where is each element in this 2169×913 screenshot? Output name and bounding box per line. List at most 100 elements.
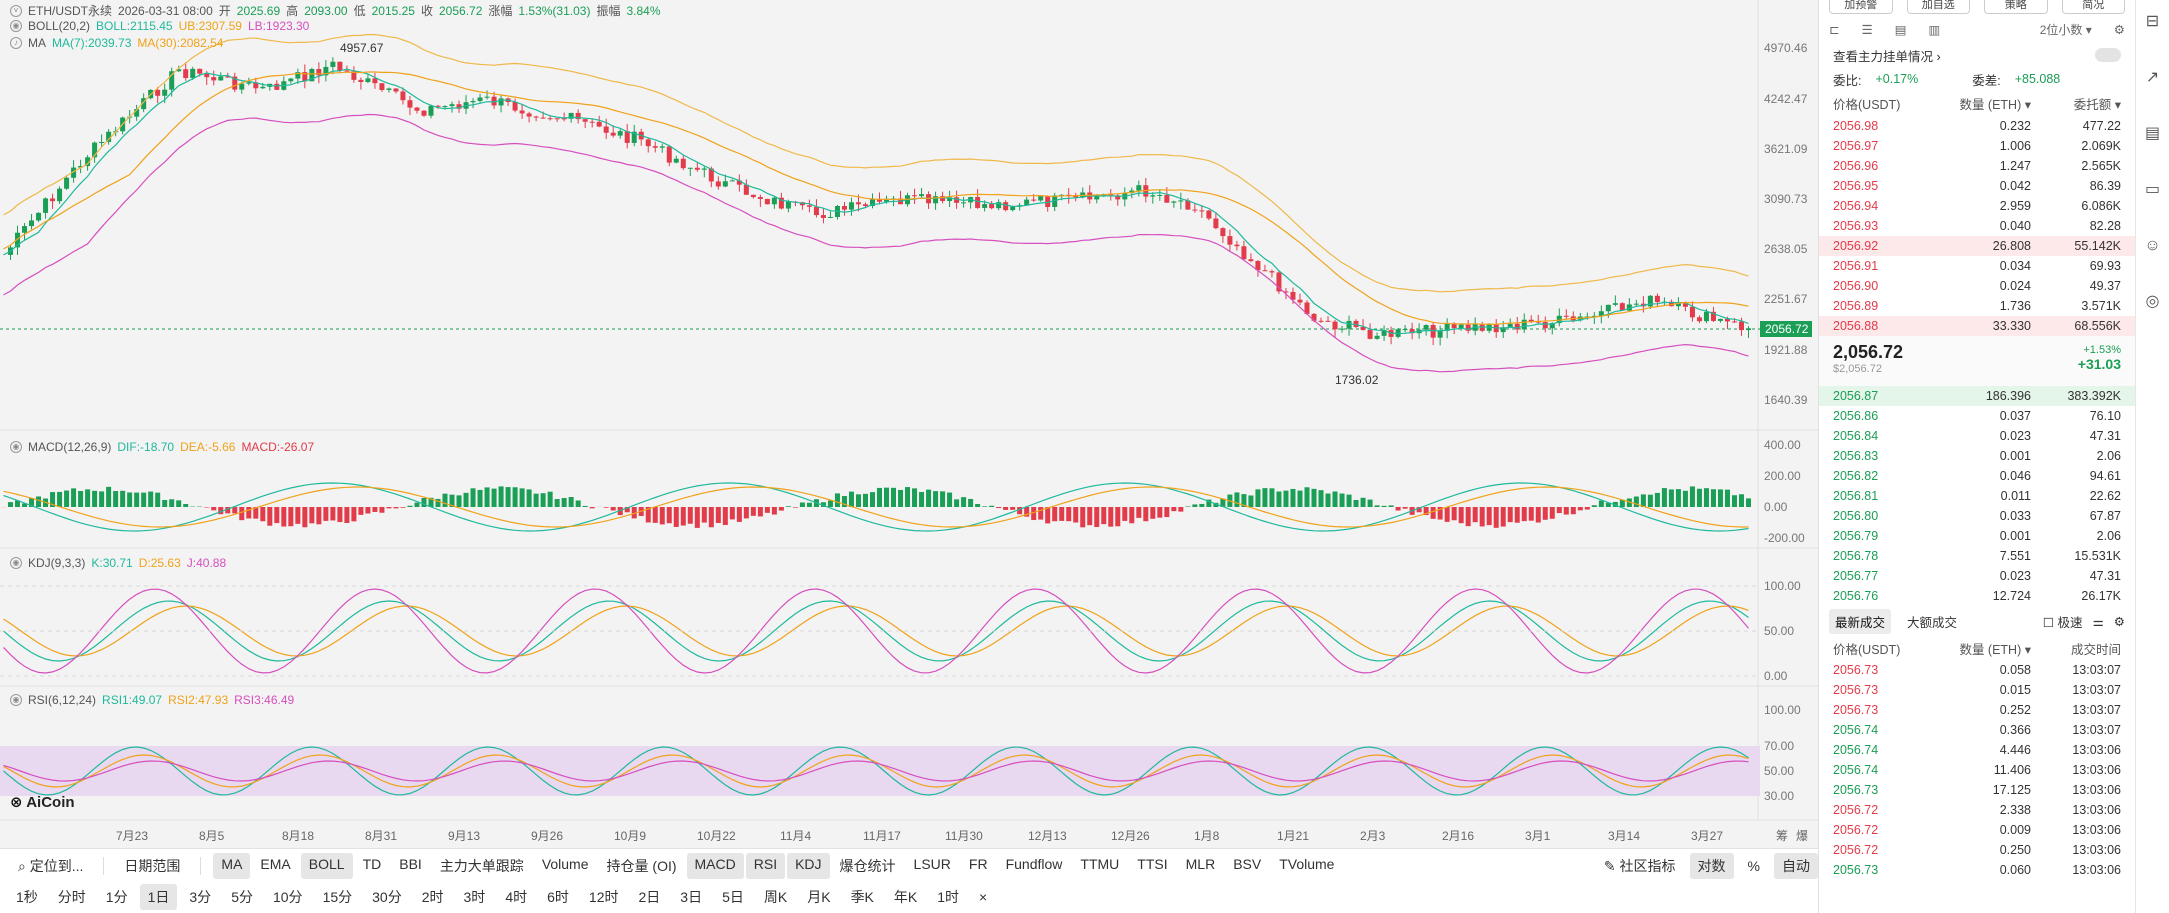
orderbook-row[interactable]: 2056.94 2.959 6.086K [1833,199,2121,213]
indicator-button[interactable]: BBI [399,855,422,872]
indicator-button[interactable]: BSV [1233,855,1262,872]
interval-button[interactable]: 1日 [139,884,178,910]
indicator-button[interactable]: TD [362,855,382,872]
ma-legend[interactable]: ♪ MA MA(7):2039.73 MA(30):2082.54 [10,36,223,50]
interval-button[interactable]: 2日 [638,889,661,905]
indicator-button[interactable]: Fundflow [1005,855,1063,872]
orderbook-row[interactable]: 2056.87 186.396 383.392K [1819,386,2135,406]
interval-button[interactable]: 30分 [372,889,402,905]
community-indicator-button[interactable]: ✎ 社区指标 [1603,857,1676,874]
interval-button[interactable]: 1分 [105,889,128,905]
interval-button[interactable]: 15分 [322,889,353,905]
indicator-button[interactable]: BOLL [300,852,353,879]
orderbook-row[interactable]: 2056.95 0.042 86.39 [1833,179,2121,193]
close-icon[interactable]: × [979,889,988,905]
orderbook-row[interactable]: 2056.96 1.247 2.565K [1833,159,2121,173]
card-icon[interactable]: ▭ [2144,181,2161,198]
window-icon[interactable]: ⊟ [2145,13,2160,30]
orderbook-row[interactable]: 2056.78 7.551 15.531K [1833,549,2121,563]
bot-icon[interactable]: ☺ [2144,237,2161,254]
orderbook-row[interactable]: 2056.91 0.034 69.93 [1833,259,2121,273]
top-button[interactable]: 策略 [1984,0,2048,14]
interval-button[interactable]: 月K [807,889,831,905]
interval-button[interactable]: 3日 [680,889,703,905]
interval-button[interactable]: 5分 [231,889,253,905]
interval-button[interactable]: 周K [763,889,788,905]
indicator-button[interactable]: 爆仓统计 [839,857,896,874]
eye-icon[interactable]: ◉ [10,20,22,32]
chart-area[interactable]: 4970.46 4242.47 3621.09 3090.73 2638.05 2251.… [0,0,1818,913]
qty-select[interactable]: 数量 (ETH) ▾ [1959,97,2031,112]
amount-select[interactable]: 委托额 ▾ [2073,97,2121,112]
main-order-toggle[interactable] [2095,48,2121,62]
interval-button[interactable]: 1时 [937,889,960,905]
orderbook-row[interactable]: 2056.88 33.330 68.556K [1819,316,2135,336]
orderbook-row[interactable]: 2056.93 0.040 82.28 [1833,219,2121,233]
signal-icon[interactable]: ◎ [2145,293,2160,310]
eye-icon[interactable]: ◉ [10,441,22,453]
bids-icon[interactable]: ▤ [1894,22,1907,37]
layout-icon[interactable]: ⊏ [1829,22,1840,37]
indicator-button[interactable]: MA [213,852,251,879]
fast-checkbox[interactable]: ☐ 极速 [2042,615,2083,630]
indicator-button[interactable]: RSI [745,852,786,879]
trend-icon[interactable]: ↗ [2145,69,2160,86]
decimals-select[interactable]: 2位小数 ▾ [2039,22,2092,37]
tab-large-trades[interactable]: 大额成交 [1907,615,1958,630]
indicator-button[interactable]: KDJ [787,852,830,879]
indicator-button[interactable]: Volume [541,855,589,872]
orderbook-row[interactable]: 2056.81 0.011 22.62 [1833,489,2121,503]
interval-button[interactable]: 3时 [463,889,486,905]
orderbook-row[interactable]: 2056.97 1.006 2.069K [1833,139,2121,153]
bell-icon[interactable]: ♪ [10,37,22,49]
indicator-button[interactable]: TVolume [1279,855,1335,872]
orderbook-row[interactable]: 2056.83 0.001 2.06 [1833,449,2121,463]
interval-button[interactable]: 5日 [722,889,744,905]
indicator-button[interactable]: LSUR [913,855,951,872]
log-scale-toggle[interactable]: 对数 [1689,852,1734,879]
orderbook-row[interactable]: 2056.84 0.023 47.31 [1833,429,2121,443]
eye-icon[interactable]: ◉ [10,557,22,569]
indicator-button[interactable]: MACD [686,852,744,879]
kline-chart[interactable]: 4970.46 4242.47 3621.09 3090.73 2638.05 2251.… [0,0,1818,848]
interval-button[interactable]: 分时 [57,889,86,905]
settings-icon[interactable]: ⚙ [2113,22,2125,37]
orderbook-row[interactable]: 2056.86 0.037 76.10 [1833,409,2121,423]
main-order-link[interactable]: 查看主力挂单情况 › [1833,49,1941,64]
kdj-legend[interactable]: ◉ KDJ(9,3,3) K:30.71 D:25.63 J:40.88 [10,556,226,570]
interval-button[interactable]: 6时 [547,889,569,905]
list-icon[interactable]: ☰ [1861,22,1873,37]
collapse-icon[interactable]: ˅ [10,4,22,17]
rsi-legend[interactable]: ◉ RSI(6,12,24) RSI1:49.07 RSI2:47.93 RSI… [10,693,294,707]
indicator-button[interactable]: TTMU [1080,855,1120,872]
indicator-button[interactable]: MLR [1185,855,1216,872]
orderbook-row[interactable]: 2056.82 0.046 94.61 [1833,469,2121,483]
settings-icon[interactable]: ⚙ [2113,614,2125,629]
orderbook-row[interactable]: 2056.79 0.001 2.06 [1833,529,2121,543]
auto-scale-toggle[interactable]: 自动 [1774,852,1818,879]
orderbook-row[interactable]: 2056.89 1.736 3.571K [1833,299,2121,313]
top-button[interactable]: 加预警 [1829,0,1893,14]
interval-button[interactable]: 年K [893,889,918,905]
indicator-button[interactable]: TTSI [1137,855,1168,872]
orderbook-row[interactable]: 2056.90 0.024 49.37 [1833,279,2121,293]
asks-icon[interactable]: ▥ [1928,22,1941,37]
interval-button[interactable]: 10分 [272,889,303,905]
percent-toggle[interactable]: % [1747,857,1760,874]
indicator-button[interactable]: 持仓量 (OI) [606,857,677,874]
locate-button[interactable]: ⌕ 定位到... [18,857,84,874]
orderbook-icon[interactable]: ▤ [2144,125,2161,142]
boll-legend[interactable]: ◉ BOLL(20,2) BOLL:2115.45 UB:2307.59 LB:… [10,19,309,33]
interval-button[interactable]: 2时 [421,889,444,905]
indicator-button[interactable]: FR [968,855,988,872]
interval-button[interactable]: 4时 [505,889,528,905]
chip-button[interactable]: 筹 [1776,829,1788,843]
orderbook-row[interactable]: 2056.92 26.808 55.142K [1819,236,2135,256]
filter-icon[interactable]: ⚌ [2092,614,2104,629]
eye-icon[interactable]: ◉ [10,694,22,706]
macd-legend[interactable]: ◉ MACD(12,26,9) DIF:-18.70 DEA:-5.66 MAC… [10,440,314,454]
interval-button[interactable]: 3分 [189,889,212,905]
orderbook-row[interactable]: 2056.98 0.232 477.22 [1833,119,2121,133]
date-range-button[interactable]: 日期范围 [124,857,181,874]
liquidation-button[interactable]: 爆 [1796,829,1808,843]
